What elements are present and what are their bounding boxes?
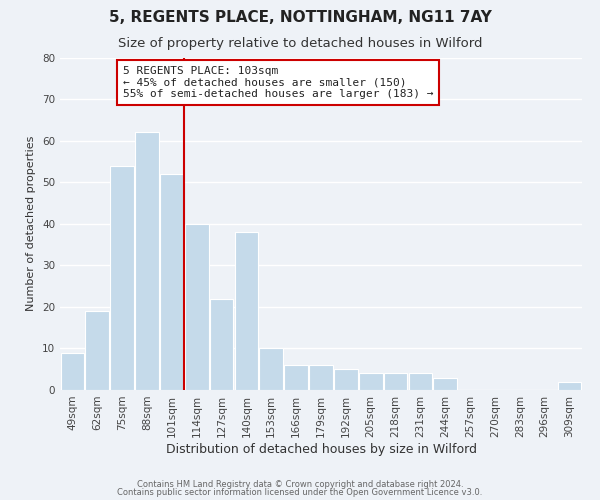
- Bar: [384, 374, 407, 390]
- Bar: [409, 374, 432, 390]
- Text: 5, REGENTS PLACE, NOTTINGHAM, NG11 7AY: 5, REGENTS PLACE, NOTTINGHAM, NG11 7AY: [109, 10, 491, 25]
- Text: Size of property relative to detached houses in Wilford: Size of property relative to detached ho…: [118, 38, 482, 51]
- Bar: [135, 132, 159, 390]
- Bar: [61, 352, 84, 390]
- Text: Contains HM Land Registry data © Crown copyright and database right 2024.: Contains HM Land Registry data © Crown c…: [137, 480, 463, 489]
- Bar: [433, 378, 457, 390]
- Bar: [235, 232, 258, 390]
- Text: Contains public sector information licensed under the Open Government Licence v3: Contains public sector information licen…: [118, 488, 482, 497]
- Bar: [334, 369, 358, 390]
- X-axis label: Distribution of detached houses by size in Wilford: Distribution of detached houses by size …: [166, 442, 476, 456]
- Bar: [558, 382, 581, 390]
- Bar: [210, 298, 233, 390]
- Bar: [85, 311, 109, 390]
- Bar: [359, 374, 383, 390]
- Bar: [160, 174, 184, 390]
- Bar: [284, 365, 308, 390]
- Bar: [259, 348, 283, 390]
- Text: 5 REGENTS PLACE: 103sqm
← 45% of detached houses are smaller (150)
55% of semi-d: 5 REGENTS PLACE: 103sqm ← 45% of detache…: [122, 66, 433, 99]
- Bar: [309, 365, 333, 390]
- Bar: [110, 166, 134, 390]
- Bar: [185, 224, 209, 390]
- Y-axis label: Number of detached properties: Number of detached properties: [26, 136, 37, 312]
